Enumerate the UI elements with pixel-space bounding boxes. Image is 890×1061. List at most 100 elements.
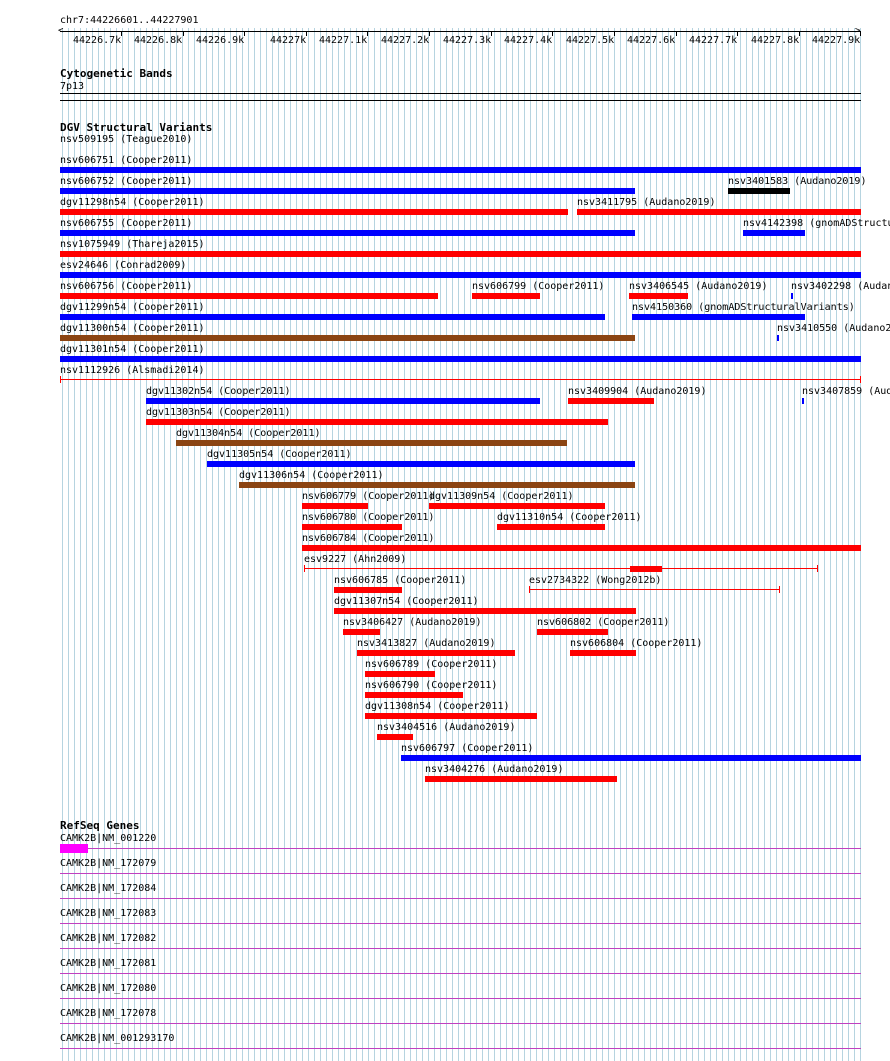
dgv-feature-bar[interactable] — [302, 524, 402, 530]
dgv-feature-label[interactable]: nsv3409904 (Audano2019) — [568, 386, 707, 397]
dgv-feature-bar[interactable] — [239, 482, 635, 488]
dgv-feature-label[interactable]: esv9227 (Ahn2009) — [304, 554, 407, 565]
dgv-feature-label[interactable]: nsv606751 (Cooper2011) — [60, 155, 193, 166]
dgv-feature-bar[interactable] — [60, 356, 861, 362]
refseq-gene-line[interactable] — [60, 973, 861, 974]
dgv-feature-label[interactable]: nsv4142398 (gnomADStructuralVariants) — [743, 218, 890, 229]
dgv-feature-label[interactable]: dgv11302n54 (Cooper2011) — [146, 386, 291, 397]
dgv-feature-bar[interactable] — [207, 461, 635, 467]
refseq-exon[interactable] — [60, 844, 88, 853]
dgv-feature-label[interactable]: nsv606790 (Cooper2011) — [365, 680, 498, 691]
dgv-feature-bar[interactable] — [365, 692, 463, 698]
dgv-feature-label[interactable]: dgv11310n54 (Cooper2011) — [497, 512, 642, 523]
dgv-feature-bar[interactable] — [176, 440, 567, 446]
dgv-feature-label[interactable]: dgv11309n54 (Cooper2011) — [429, 491, 574, 502]
dgv-feature-label[interactable]: dgv11306n54 (Cooper2011) — [239, 470, 384, 481]
dgv-feature-label[interactable]: dgv11307n54 (Cooper2011) — [334, 596, 479, 607]
dgv-feature-label[interactable]: nsv606779 (Cooper2011) — [302, 491, 435, 502]
dgv-feature-bar[interactable] — [728, 188, 790, 194]
dgv-feature-label[interactable]: nsv3407859 (Audano2019) — [802, 386, 890, 397]
dgv-feature-bar[interactable] — [343, 629, 380, 635]
dgv-feature-label[interactable]: nsv606789 (Cooper2011) — [365, 659, 498, 670]
dgv-feature-bar[interactable] — [60, 167, 861, 173]
dgv-feature-bar[interactable] — [777, 335, 779, 341]
dgv-feature-bar[interactable] — [377, 734, 413, 740]
dgv-feature-label[interactable]: nsv606799 (Cooper2011) — [472, 281, 605, 292]
refseq-gene-line[interactable] — [60, 1023, 861, 1024]
dgv-feature-label[interactable]: nsv606785 (Cooper2011) — [334, 575, 467, 586]
dgv-feature-bar[interactable] — [60, 293, 438, 299]
dgv-feature-label[interactable]: dgv11305n54 (Cooper2011) — [207, 449, 352, 460]
dgv-feature-label[interactable]: nsv1075949 (Thareja2015) — [60, 239, 205, 250]
dgv-feature-label[interactable]: dgv11308n54 (Cooper2011) — [365, 701, 510, 712]
dgv-feature-label[interactable]: nsv3410550 (Audano2019) — [777, 323, 890, 334]
dgv-feature-bar[interactable] — [429, 503, 605, 509]
dgv-feature-label[interactable]: nsv3401583 (Audano2019) — [728, 176, 867, 187]
dgv-feature-label[interactable]: dgv11301n54 (Cooper2011) — [60, 344, 205, 355]
dgv-feature-label[interactable]: dgv11298n54 (Cooper2011) — [60, 197, 205, 208]
dgv-feature-label[interactable]: nsv606797 (Cooper2011) — [401, 743, 534, 754]
cytoband-label[interactable]: 7p13 — [60, 81, 85, 92]
dgv-feature-block[interactable] — [630, 566, 662, 572]
dgv-feature-bar[interactable] — [365, 713, 537, 719]
dgv-feature-label[interactable]: dgv11304n54 (Cooper2011) — [176, 428, 321, 439]
dgv-feature-bar[interactable] — [365, 671, 435, 677]
dgv-feature-bar[interactable] — [60, 230, 635, 236]
dgv-feature-label[interactable]: dgv11303n54 (Cooper2011) — [146, 407, 291, 418]
refseq-gene-label[interactable]: CAMK2B|NM_172078 — [60, 1008, 157, 1019]
dgv-feature-label[interactable]: nsv606802 (Cooper2011) — [537, 617, 670, 628]
dgv-feature-label[interactable]: nsv606755 (Cooper2011) — [60, 218, 193, 229]
dgv-feature-bar[interactable] — [60, 209, 568, 215]
dgv-feature-bar[interactable] — [632, 314, 805, 320]
dgv-feature-line[interactable] — [529, 589, 780, 590]
refseq-gene-label[interactable]: CAMK2B|NM_001220 — [60, 833, 157, 844]
dgv-feature-label[interactable]: nsv3402298 (Audano2019) — [791, 281, 890, 292]
refseq-gene-label[interactable]: CAMK2B|NM_172081 — [60, 958, 157, 969]
dgv-feature-bar[interactable] — [334, 587, 402, 593]
dgv-feature-line[interactable] — [304, 568, 818, 569]
refseq-gene-line[interactable] — [60, 873, 861, 874]
dgv-feature-bar[interactable] — [802, 398, 804, 404]
refseq-gene-line[interactable] — [60, 1048, 861, 1049]
dgv-feature-bar[interactable] — [577, 209, 861, 215]
dgv-feature-label[interactable]: esv24646 (Conrad2009) — [60, 260, 187, 271]
dgv-feature-label[interactable]: dgv11299n54 (Cooper2011) — [60, 302, 205, 313]
refseq-gene-label[interactable]: CAMK2B|NM_172084 — [60, 883, 157, 894]
dgv-feature-bar[interactable] — [425, 776, 617, 782]
dgv-feature-label[interactable]: nsv606756 (Cooper2011) — [60, 281, 193, 292]
dgv-feature-bar[interactable] — [60, 188, 635, 194]
dgv-feature-label[interactable]: nsv606752 (Cooper2011) — [60, 176, 193, 187]
dgv-feature-label[interactable]: nsv606784 (Cooper2011) — [302, 533, 435, 544]
dgv-feature-bar[interactable] — [60, 335, 635, 341]
dgv-feature-label[interactable]: nsv606804 (Cooper2011) — [570, 638, 703, 649]
dgv-feature-bar[interactable] — [629, 293, 688, 299]
refseq-gene-label[interactable]: CAMK2B|NM_172083 — [60, 908, 157, 919]
dgv-feature-line[interactable] — [60, 379, 861, 380]
dgv-feature-label[interactable]: nsv3404276 (Audano2019) — [425, 764, 564, 775]
refseq-gene-label[interactable]: CAMK2B|NM_001293170 — [60, 1033, 175, 1044]
dgv-feature-bar[interactable] — [146, 398, 540, 404]
dgv-feature-label[interactable]: nsv1112926 (Alsmadi2014) — [60, 365, 205, 376]
dgv-feature-label[interactable]: dgv11300n54 (Cooper2011) — [60, 323, 205, 334]
dgv-feature-bar[interactable] — [743, 230, 805, 236]
dgv-feature-bar[interactable] — [401, 755, 861, 761]
dgv-feature-bar[interactable] — [497, 524, 605, 530]
refseq-gene-label[interactable]: CAMK2B|NM_172079 — [60, 858, 157, 869]
refseq-gene-line[interactable] — [60, 948, 861, 949]
refseq-gene-label[interactable]: CAMK2B|NM_172082 — [60, 933, 157, 944]
refseq-gene-line[interactable] — [60, 923, 861, 924]
refseq-gene-label[interactable]: CAMK2B|NM_172080 — [60, 983, 157, 994]
dgv-feature-bar[interactable] — [570, 650, 636, 656]
dgv-feature-bar[interactable] — [302, 503, 368, 509]
dgv-feature-label[interactable]: nsv3406427 (Audano2019) — [343, 617, 482, 628]
dgv-feature-label[interactable]: nsv4150360 (gnomADStructuralVariants) — [632, 302, 855, 313]
dgv-feature-label[interactable]: esv2734322 (Wong2012b) — [529, 575, 662, 586]
refseq-gene-line[interactable] — [60, 848, 861, 849]
dgv-feature-label[interactable]: nsv3411795 (Audano2019) — [577, 197, 716, 208]
dgv-feature-bar[interactable] — [60, 251, 861, 257]
dgv-feature-bar[interactable] — [357, 650, 515, 656]
refseq-gene-line[interactable] — [60, 998, 861, 999]
dgv-feature-bar[interactable] — [472, 293, 540, 299]
dgv-feature-label[interactable]: nsv3413827 (Audano2019) — [357, 638, 496, 649]
